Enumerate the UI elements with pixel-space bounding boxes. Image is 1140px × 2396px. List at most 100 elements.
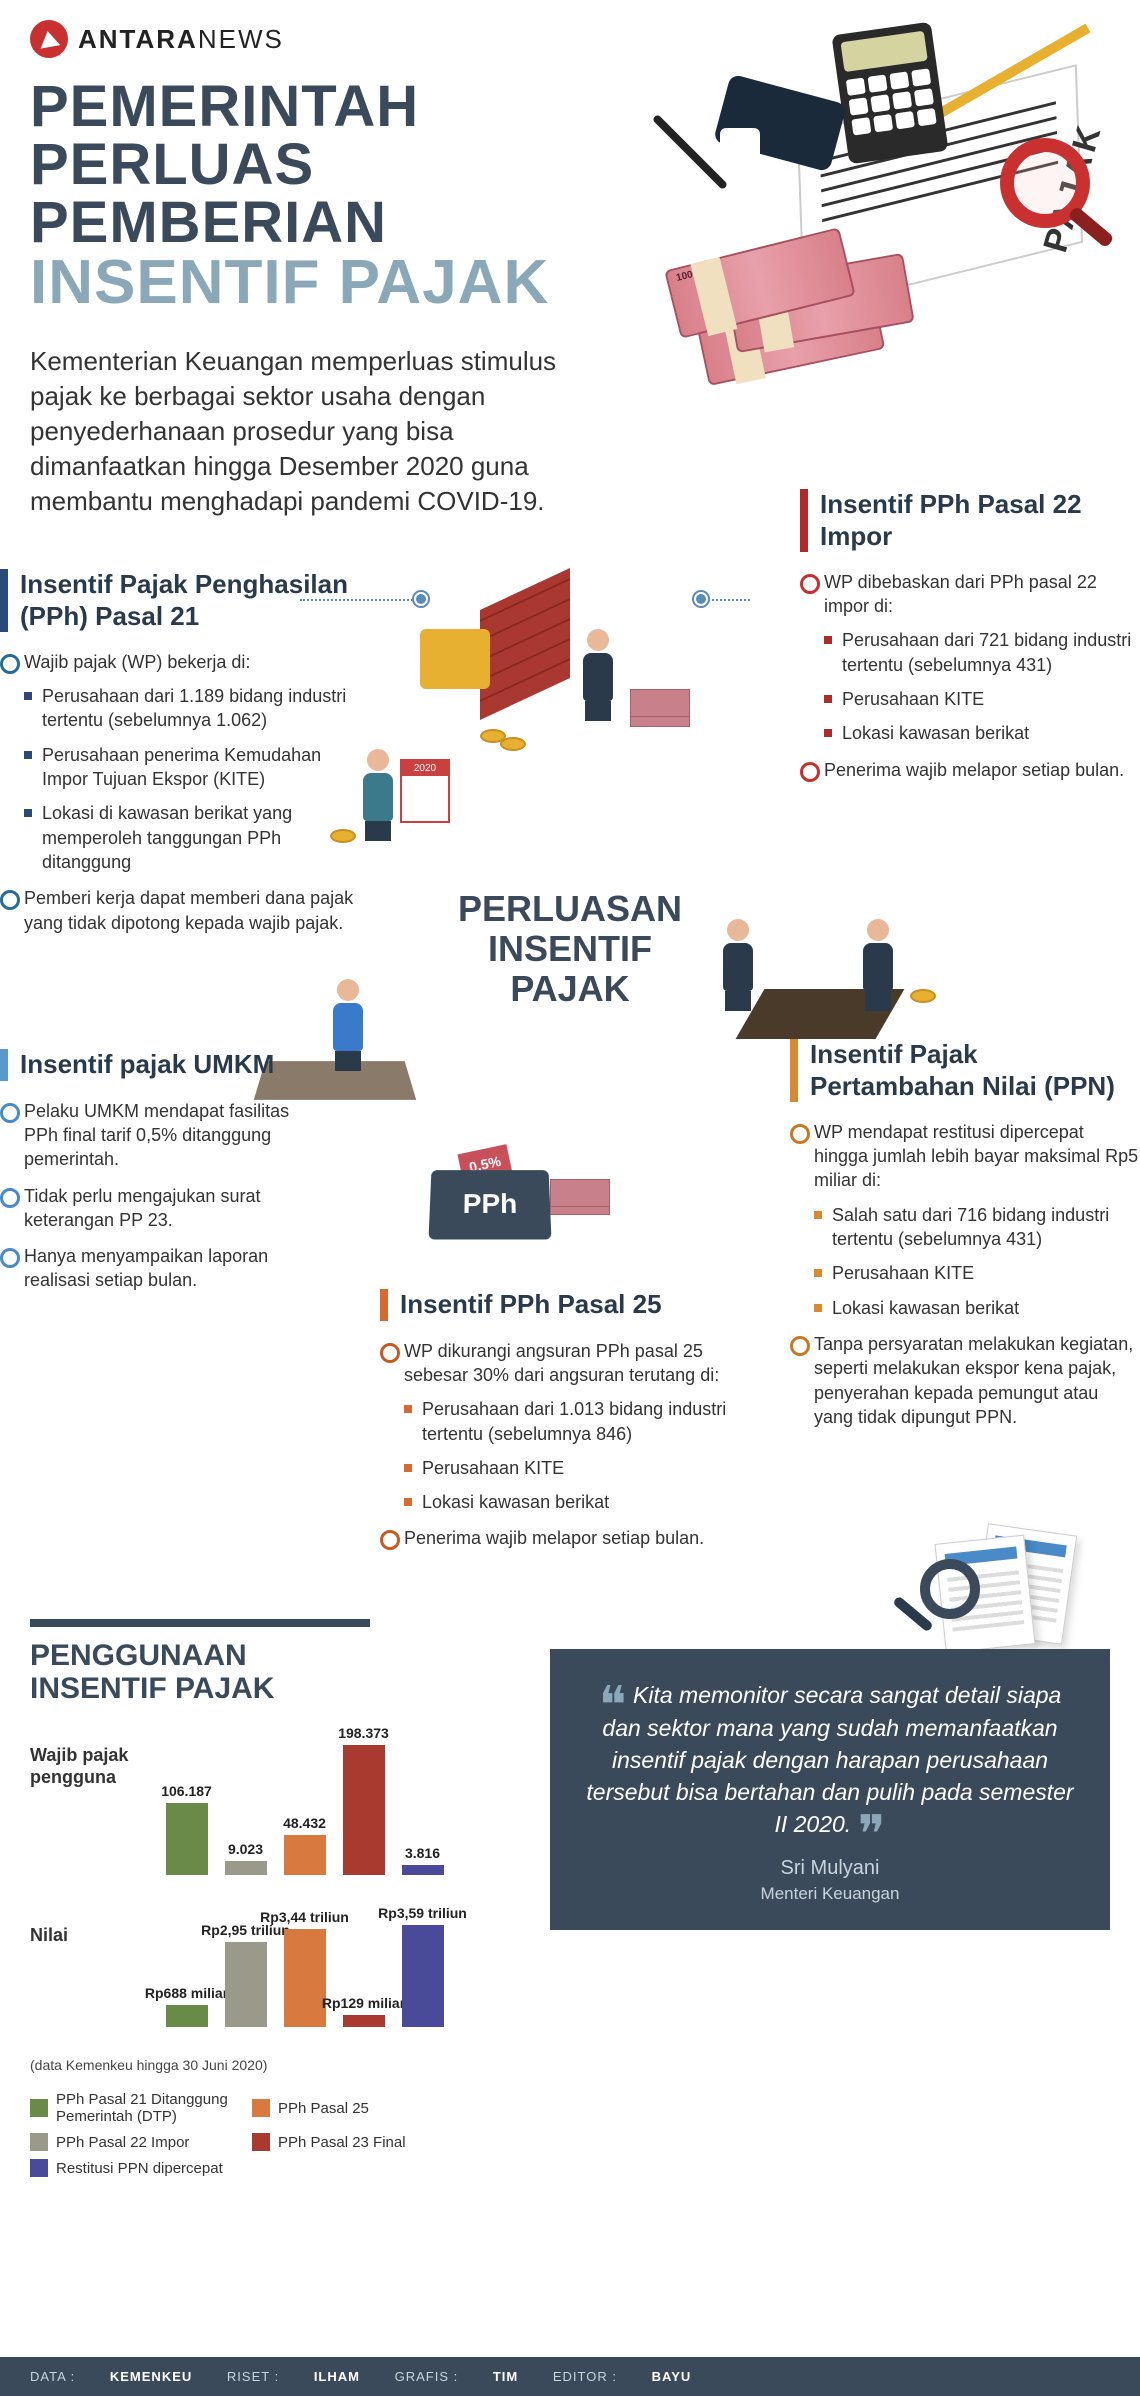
sub-bullet: Perusahaan dari 1.013 bidang industri te… (422, 1399, 726, 1443)
quote-role: Menteri Keuangan (586, 1882, 1074, 1906)
bullet-text: WP dibebaskan dari PPh pasal 22 impor di… (824, 572, 1097, 616)
bar-value-label: 106.187 (161, 1783, 212, 1799)
bar-rect (343, 2015, 385, 2027)
hero: PEMERINTAH PERLUAS PEMBERIAN INSENTIF PA… (0, 68, 1140, 334)
legend-swatch (252, 2099, 270, 2117)
chart-source-note: (data Kemenkeu hingga 30 Juni 2020) (30, 2057, 450, 2073)
title-line-3: INSENTIF PAJAK (30, 252, 624, 314)
bar-value-label: 48.432 (283, 1815, 326, 1831)
chart-bar: Rp688 miliar (164, 1985, 209, 2027)
chart-bar: Rp3,59 triliun (400, 1905, 445, 2027)
bullet-text: Tidak perlu mengajukan surat keterangan … (24, 1186, 260, 1230)
chart-bar: Rp3,44 triliun (282, 1909, 327, 2027)
chart-bar: 3.816 (400, 1845, 445, 1875)
charts-title: PENGGUNAAN INSENTIF PAJAK (30, 1639, 450, 1705)
legend-label: PPh Pasal 23 Final (278, 2134, 406, 2151)
hero-illustration: PAJAK (600, 38, 1120, 338)
sub-bullet: Perusahaan KITE (422, 1458, 564, 1478)
legend-swatch (30, 2099, 48, 2117)
chart-users: Wajib pajak pengguna 106.187 9.023 48.432 1… (30, 1725, 450, 1875)
section-ppn: Insentif Pajak Pertambahan Nilai (PPN) W… (790, 1039, 1140, 1441)
bar-rect (166, 2005, 208, 2027)
section-heading: Insentif PPh Pasal 25 (400, 1289, 662, 1320)
bar-rect (225, 1861, 267, 1875)
antara-logo-icon (27, 17, 71, 61)
quote-box: ❝ Kita memonitor secara sangat detail si… (550, 1649, 1110, 1930)
sub-bullet: Perusahaan dari 1.189 bidang industri te… (42, 686, 346, 730)
bullet-text: WP mendapat restitusi dipercepat hingga … (814, 1122, 1138, 1191)
sub-bullet: Perusahaan KITE (842, 689, 984, 709)
bar-rect (166, 1803, 208, 1875)
magnifier-icon (1000, 138, 1090, 228)
bar-value-label: 198.373 (338, 1725, 389, 1741)
legend-item: Restitusi PPN dipercepat (30, 2159, 228, 2177)
bar-value-label: Rp3,44 triliun (260, 1909, 349, 1925)
bullet-text: Penerima wajib melapor setiap bulan. (824, 760, 1124, 780)
title-bar (380, 1289, 388, 1320)
chart-bar: 9.023 (223, 1841, 268, 1875)
section-separator (30, 1619, 370, 1627)
legend-label: PPh Pasal 21 Ditanggung Pemerintah (DTP) (56, 2091, 228, 2125)
credits-footer: DATA : KEMENKEU RISET : ILHAM GRAFIS : T… (0, 2357, 1140, 2396)
bar-value-label: Rp129 miliar (322, 1995, 405, 2011)
chart-bar: Rp2,95 triliun (223, 1922, 268, 2027)
bar-value-label: 9.023 (228, 1841, 263, 1857)
legend-label: PPh Pasal 22 Impor (56, 2134, 189, 2151)
bullet-text: Pelaku UMKM mendapat fasilitas PPh final… (24, 1101, 289, 1170)
section-heading: Insentif Pajak Penghasilan (PPh) Pasal 2… (20, 569, 360, 631)
bar-value-label: 3.816 (405, 1845, 440, 1861)
chart-bar: 48.432 (282, 1815, 327, 1875)
center-title: PERLUASAN INSENTIF PAJAK (458, 889, 682, 1008)
documents-magnifier-icon (920, 1529, 1100, 1649)
bar-rect (402, 1925, 444, 2027)
hand-writing-icon (680, 88, 840, 208)
intro-paragraph: Kementerian Keuangan memperluas stimulus… (0, 334, 638, 549)
legend-swatch (30, 2133, 48, 2151)
chart-legend: PPh Pasal 21 Ditanggung Pemerintah (DTP)… (30, 2091, 450, 2177)
bullet-text: Tanpa persyaratan melakukan kegiatan, se… (814, 1334, 1133, 1427)
title-line-2: PEMBERIAN (30, 194, 624, 252)
bar-rect (225, 1942, 267, 2027)
sub-bullet: Lokasi kawasan berikat (842, 723, 1029, 743)
legend-label: Restitusi PPN dipercepat (56, 2160, 223, 2177)
sections-area: PERLUASAN INSENTIF PAJAK (0, 549, 1140, 1599)
section-umkm: Insentif pajak UMKM Pelaku UMKM mendapat… (0, 1049, 320, 1304)
bar-rect (343, 1745, 385, 1875)
quote-author: Sri Mulyani (586, 1854, 1074, 1882)
title-bar (0, 1049, 8, 1080)
legend-item: PPh Pasal 25 (252, 2091, 450, 2125)
bar-value-label: Rp688 miliar (145, 1985, 228, 2001)
chart-bar: 198.373 (341, 1725, 386, 1875)
legend-item: PPh Pasal 21 Ditanggung Pemerintah (DTP) (30, 2091, 228, 2125)
bullet-text: WP dikurangi angsuran PPh pasal 25 sebes… (404, 1341, 719, 1385)
infographic-container: ANTARANEWS PEMERINTAH PERLUAS PEMBERIAN … (0, 0, 1140, 2396)
title-bar (800, 489, 808, 551)
chart-bar: 106.187 (164, 1783, 209, 1875)
section-heading: Insentif PPh Pasal 22 Impor (820, 489, 1140, 551)
section-pph21: Insentif Pajak Penghasilan (PPh) Pasal 2… (0, 569, 360, 946)
sub-bullet: Salah satu dari 716 bidang industri tert… (832, 1205, 1109, 1249)
bullet-text: Hanya menyampaikan laporan realisasi set… (24, 1246, 268, 1290)
money-stack-icon (660, 238, 920, 378)
bar-value-label: Rp3,59 triliun (378, 1905, 467, 1921)
sub-bullet: Lokasi kawasan berikat (422, 1492, 609, 1512)
sub-bullet: Perusahaan KITE (832, 1263, 974, 1283)
section-pph25: Insentif PPh Pasal 25 WP dikurangi angsu… (380, 1289, 740, 1562)
chart-row-label: Nilai (30, 1905, 150, 1947)
chart-row-label: Wajib pajak pengguna (30, 1725, 150, 1788)
bullet-text: Pemberi kerja dapat memberi dana pajak y… (24, 888, 353, 932)
sub-bullet: Perusahaan penerima Kemudahan Impor Tuju… (42, 745, 321, 789)
section-pph22: Insentif PPh Pasal 22 Impor WP dibebaska… (800, 489, 1140, 793)
legend-item: PPh Pasal 22 Impor (30, 2133, 228, 2151)
main-title: PEMERINTAH PERLUAS PEMBERIAN INSENTIF PA… (30, 78, 624, 314)
legend-item: PPh Pasal 23 Final (252, 2133, 450, 2151)
quote-text: Kita memonitor secara sangat detail siap… (586, 1682, 1073, 1837)
sub-bullet: Perusahaan dari 721 bidang industri tert… (842, 630, 1131, 674)
legend-swatch (30, 2159, 48, 2177)
charts-section: PENGGUNAAN INSENTIF PAJAK Wajib pajak pe… (0, 1639, 480, 2197)
legend-label: PPh Pasal 25 (278, 2100, 369, 2117)
bar-rect (402, 1865, 444, 1875)
title-line-1: PEMERINTAH PERLUAS (30, 78, 624, 194)
sub-bullet: Lokasi di kawasan berikat yang memperole… (42, 803, 292, 872)
sub-bullet: Lokasi kawasan berikat (832, 1298, 1019, 1318)
